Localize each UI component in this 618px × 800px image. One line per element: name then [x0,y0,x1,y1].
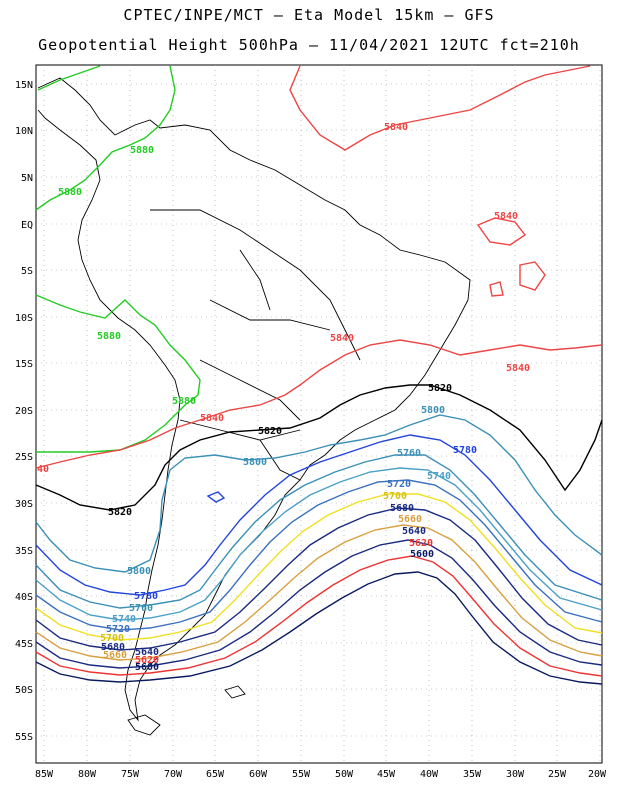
lat-label: 5S [21,266,33,277]
coastlines [37,77,471,736]
lon-label: 65W [206,769,225,780]
contour-label-5640: 5640 [402,526,426,537]
lon-label: 25W [548,769,567,780]
lat-label: 35S [15,546,33,557]
contour-5880-north [35,65,176,211]
contour-label-5740: 5740 [112,614,136,625]
contour-5680 [35,507,603,651]
contour-5820 [35,384,603,511]
contour-label-5680: 5680 [101,642,125,653]
contour-label-5600: 5600 [410,549,434,560]
contour-label-5880: 5880 [172,396,196,407]
contour-label-5700: 5700 [383,491,407,502]
lon-label: 50W [335,769,354,780]
contour-label-5620: 5620 [409,538,433,549]
lon-label: 20W [588,769,607,780]
lat-label: 40S [15,592,33,603]
contour-5600 [35,571,603,685]
contour-label-5840: 5840 [384,122,408,133]
map-frame [35,64,603,764]
contour-label-5840: 5840 [494,211,518,222]
contour-lines [35,65,603,685]
contour-5840-main [35,339,603,469]
contour-label-5640: 5640 [135,647,159,658]
contour-5800-small [206,491,226,503]
lat-label: 5N [21,173,33,184]
contour-5740 [35,467,603,621]
latitude-labels: 15N 10N 5N EQ 5S 10S 15S 20S 25S 30S 35S… [15,80,33,743]
lon-label: 55W [292,769,311,780]
contour-label-5840: 40 [37,464,49,475]
contour-5840-island [476,217,546,297]
lon-label: 70W [164,769,183,780]
lat-label: 10S [15,313,33,324]
contour-labels: 5880 5880 5880 5880 5840 5840 5840 5840 … [37,122,530,673]
falkland-islands [224,685,246,699]
contour-label-5840: 5840 [200,413,224,424]
lat-label: 25S [15,452,33,463]
contour-label-5880: 5880 [130,145,154,156]
contour-5840-ocean [289,65,591,151]
contour-label-5840: 5840 [330,333,354,344]
contour-label-5880: 5880 [97,331,121,342]
contour-label-5760: 5760 [129,603,153,614]
contour-label-5720: 5720 [387,479,411,490]
contour-5620 [35,555,603,677]
lon-label: 40W [420,769,439,780]
contour-label-5660: 5660 [398,514,422,525]
contour-label-5780: 5780 [134,591,158,602]
contour-label-5840: 5840 [506,363,530,374]
lon-label: 35W [463,769,482,780]
contour-label-5760: 5760 [397,448,421,459]
lat-label: 10N [15,126,33,137]
contour-label-5620: 5620 [135,655,159,666]
contour-label-5800: 5800 [243,457,267,468]
map-title-line2: Geopotential Height 500hPa – 11/04/2021 … [38,36,580,54]
lon-label: 85W [35,769,54,780]
contour-5760 [35,454,603,609]
country-borders [150,209,361,481]
tierra-del-fuego [127,714,161,736]
lon-label: 45W [377,769,396,780]
lon-label: 80W [78,769,97,780]
longitude-labels: 85W 80W 75W 70W 65W 60W 55W 50W 45W 40W … [35,769,607,780]
contour-label-5820: 5820 [428,383,452,394]
lat-label: 50S [15,685,33,696]
contour-label-5660: 5660 [103,650,127,661]
map-title-line1: CPTEC/INPE/MCT – Eta Model 15km – GFS [123,6,495,24]
lat-label: 15S [15,359,33,370]
lat-label: 55S [15,732,33,743]
lat-label: 20S [15,406,33,417]
contour-5720 [35,479,603,631]
lon-label: 60W [249,769,268,780]
contour-5700 [35,493,603,641]
contour-label-5820: 5820 [258,426,282,437]
contour-label-5600: 5600 [135,662,159,673]
south-america-coastline [37,77,471,722]
lat-label: EQ [21,220,33,231]
lat-label: 15N [15,80,33,91]
lon-label: 30W [506,769,525,780]
contour-label-5700: 5700 [100,633,124,644]
contour-label-5820: 5820 [108,507,132,518]
contour-label-5740: 5740 [427,471,451,482]
contour-5640 [35,539,603,669]
contour-5660 [35,524,603,661]
lat-label: 45S [15,639,33,650]
lat-label: 30S [15,499,33,510]
contour-label-5780: 5780 [453,445,477,456]
lon-label: 75W [121,769,140,780]
contour-label-5800: 5800 [421,405,445,416]
contour-label-5800: 5800 [127,566,151,577]
contour-5800 [35,414,603,573]
contour-label-5680: 5680 [390,503,414,514]
contour-label-5880: 5880 [58,187,82,198]
contour-5780 [35,434,603,596]
contour-label-5720: 5720 [106,624,130,635]
